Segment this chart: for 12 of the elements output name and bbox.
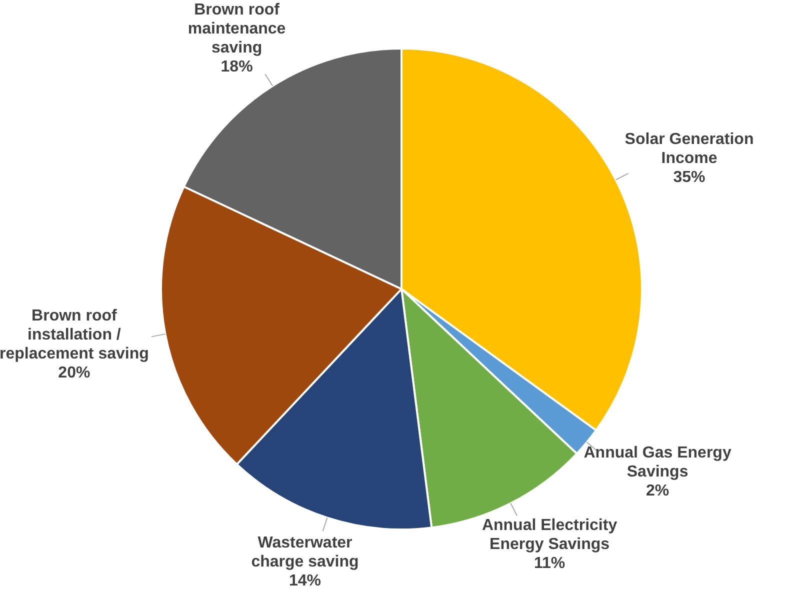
slice-label: Annual Electricity Energy Savings xyxy=(482,517,618,554)
slice-label: Wasterwater charge saving xyxy=(251,534,359,570)
data-label: 35% xyxy=(673,169,706,186)
slice-label: Solar Generation Income xyxy=(624,131,754,168)
data-label: 20% xyxy=(58,364,90,382)
slice-label: Annual Gas Energy Savings xyxy=(584,444,732,480)
data-label: 18% xyxy=(220,58,253,76)
slice-label: Brown roof maintenance saving xyxy=(188,2,286,57)
data-label: 11% xyxy=(534,555,566,572)
data-label: 14% xyxy=(288,572,322,590)
slice-label: Brown roof installation / replacement saving xyxy=(0,307,149,362)
data-label: 2% xyxy=(646,482,670,500)
